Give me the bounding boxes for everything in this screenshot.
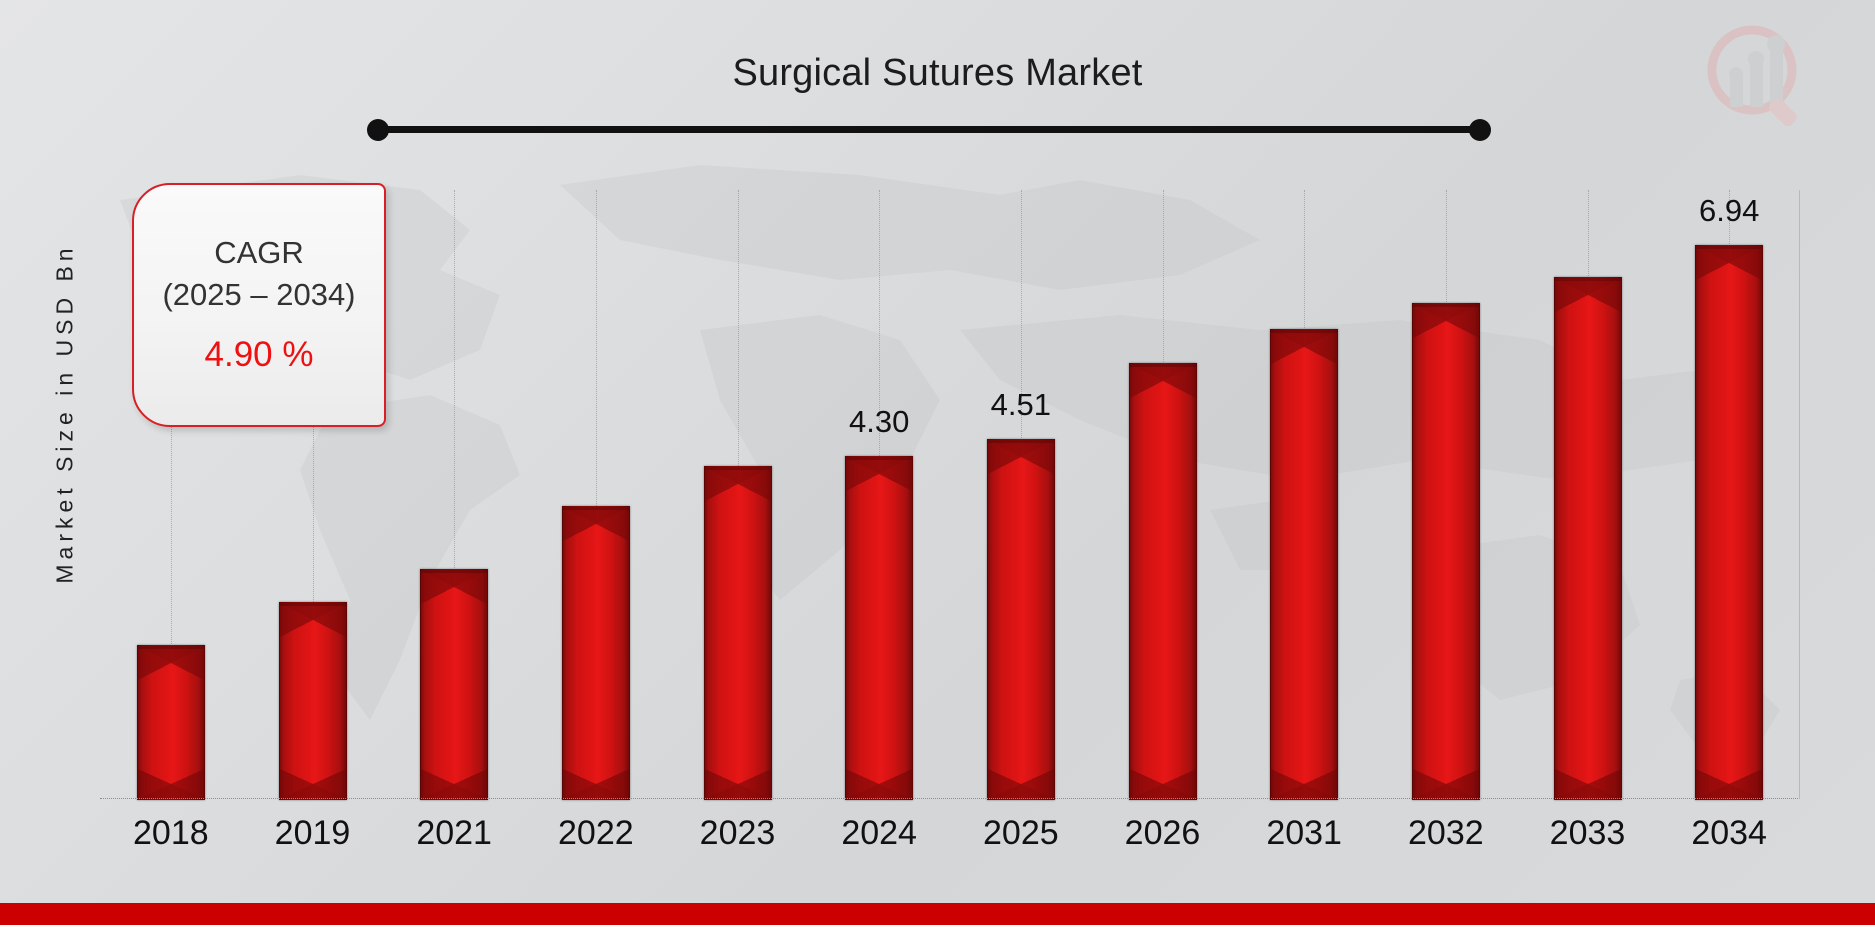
x-axis-label-2019: 2019 [274,814,351,852]
footer-white-strip [0,925,1875,936]
bar-2019 [278,602,347,800]
bar-2021 [420,569,489,800]
bar-2018 [136,645,205,800]
cagr-card: CAGR (2025 – 2034) 4.90 % [132,183,386,427]
cagr-card-value: 4.90 % [204,335,314,374]
bar-top-bevel [1696,246,1763,280]
bar-top-bevel [1412,304,1479,338]
bar-2034 [1695,245,1764,800]
x-axis-label-2025: 2025 [983,814,1059,852]
bar-2031 [1270,329,1339,800]
x-axis-baseline [100,798,1800,799]
right-axis-line [1799,190,1800,799]
bar-top-bevel [846,457,913,491]
title-underline-rule [367,119,1491,141]
bar-top-bevel [137,646,204,680]
bar-top-bevel [1129,364,1196,398]
x-axis-label-2024: 2024 [841,814,917,852]
bar-2025 [986,439,1055,800]
bar-value-label-2025: 4.51 [990,387,1051,422]
bar-2022 [561,506,630,800]
bar-top-bevel [704,467,771,501]
magnifier-bar-chart-logo [1700,22,1820,132]
bar-value-label-2024: 4.30 [848,404,910,439]
bar-2026 [1128,363,1197,800]
gridline [312,190,314,798]
bar-value-label-2034: 6.94 [1698,193,1760,228]
x-axis-label-2032: 2032 [1408,814,1484,852]
bar-top-bevel [987,440,1054,474]
bar-bottom-bevel [279,769,346,799]
bar-bottom-bevel [846,769,913,799]
cagr-card-period: (2025 – 2034) [162,277,356,312]
bar-bottom-bevel [704,769,771,799]
bar-bottom-bevel [562,769,629,799]
x-axis-label-2022: 2022 [558,814,634,852]
bar-bottom-bevel [1271,769,1338,799]
gridline [454,190,456,798]
bar-2024 [845,456,914,800]
bar-bottom-bevel [421,769,488,799]
bar-2023 [703,466,772,800]
plot-area [100,190,1800,800]
bar-bottom-bevel [1129,769,1196,799]
bar-top-bevel [1271,330,1338,364]
x-axis-label-2034: 2034 [1691,814,1767,852]
bar-top-bevel [279,603,346,637]
x-axis-label-2021: 2021 [416,814,492,852]
bar-bottom-bevel [1554,769,1621,799]
bar-bottom-bevel [1412,769,1479,799]
bar-2032 [1411,303,1480,800]
bar-top-bevel [562,507,629,541]
gridline [170,190,172,798]
bar-top-bevel [421,570,488,604]
bar-bottom-bevel [987,769,1054,799]
bar-2033 [1553,277,1622,800]
bar-bottom-bevel [1696,769,1763,799]
x-axis-label-2026: 2026 [1124,814,1201,852]
x-axis-label-2023: 2023 [699,814,776,852]
bar-bottom-bevel [137,769,204,799]
x-axis-label-2033: 2033 [1549,814,1626,852]
x-axis-label-2018: 2018 [133,814,209,852]
footer-accent-bar [0,903,1875,925]
page-title: Surgical Sutures Market [732,52,1143,94]
y-axis-title: Market Size in USD Bn [51,243,78,584]
bar-top-bevel [1554,278,1621,312]
gridline [595,190,597,798]
x-axis-label-2031: 2031 [1266,814,1342,852]
cagr-card-title: CAGR [214,235,304,270]
